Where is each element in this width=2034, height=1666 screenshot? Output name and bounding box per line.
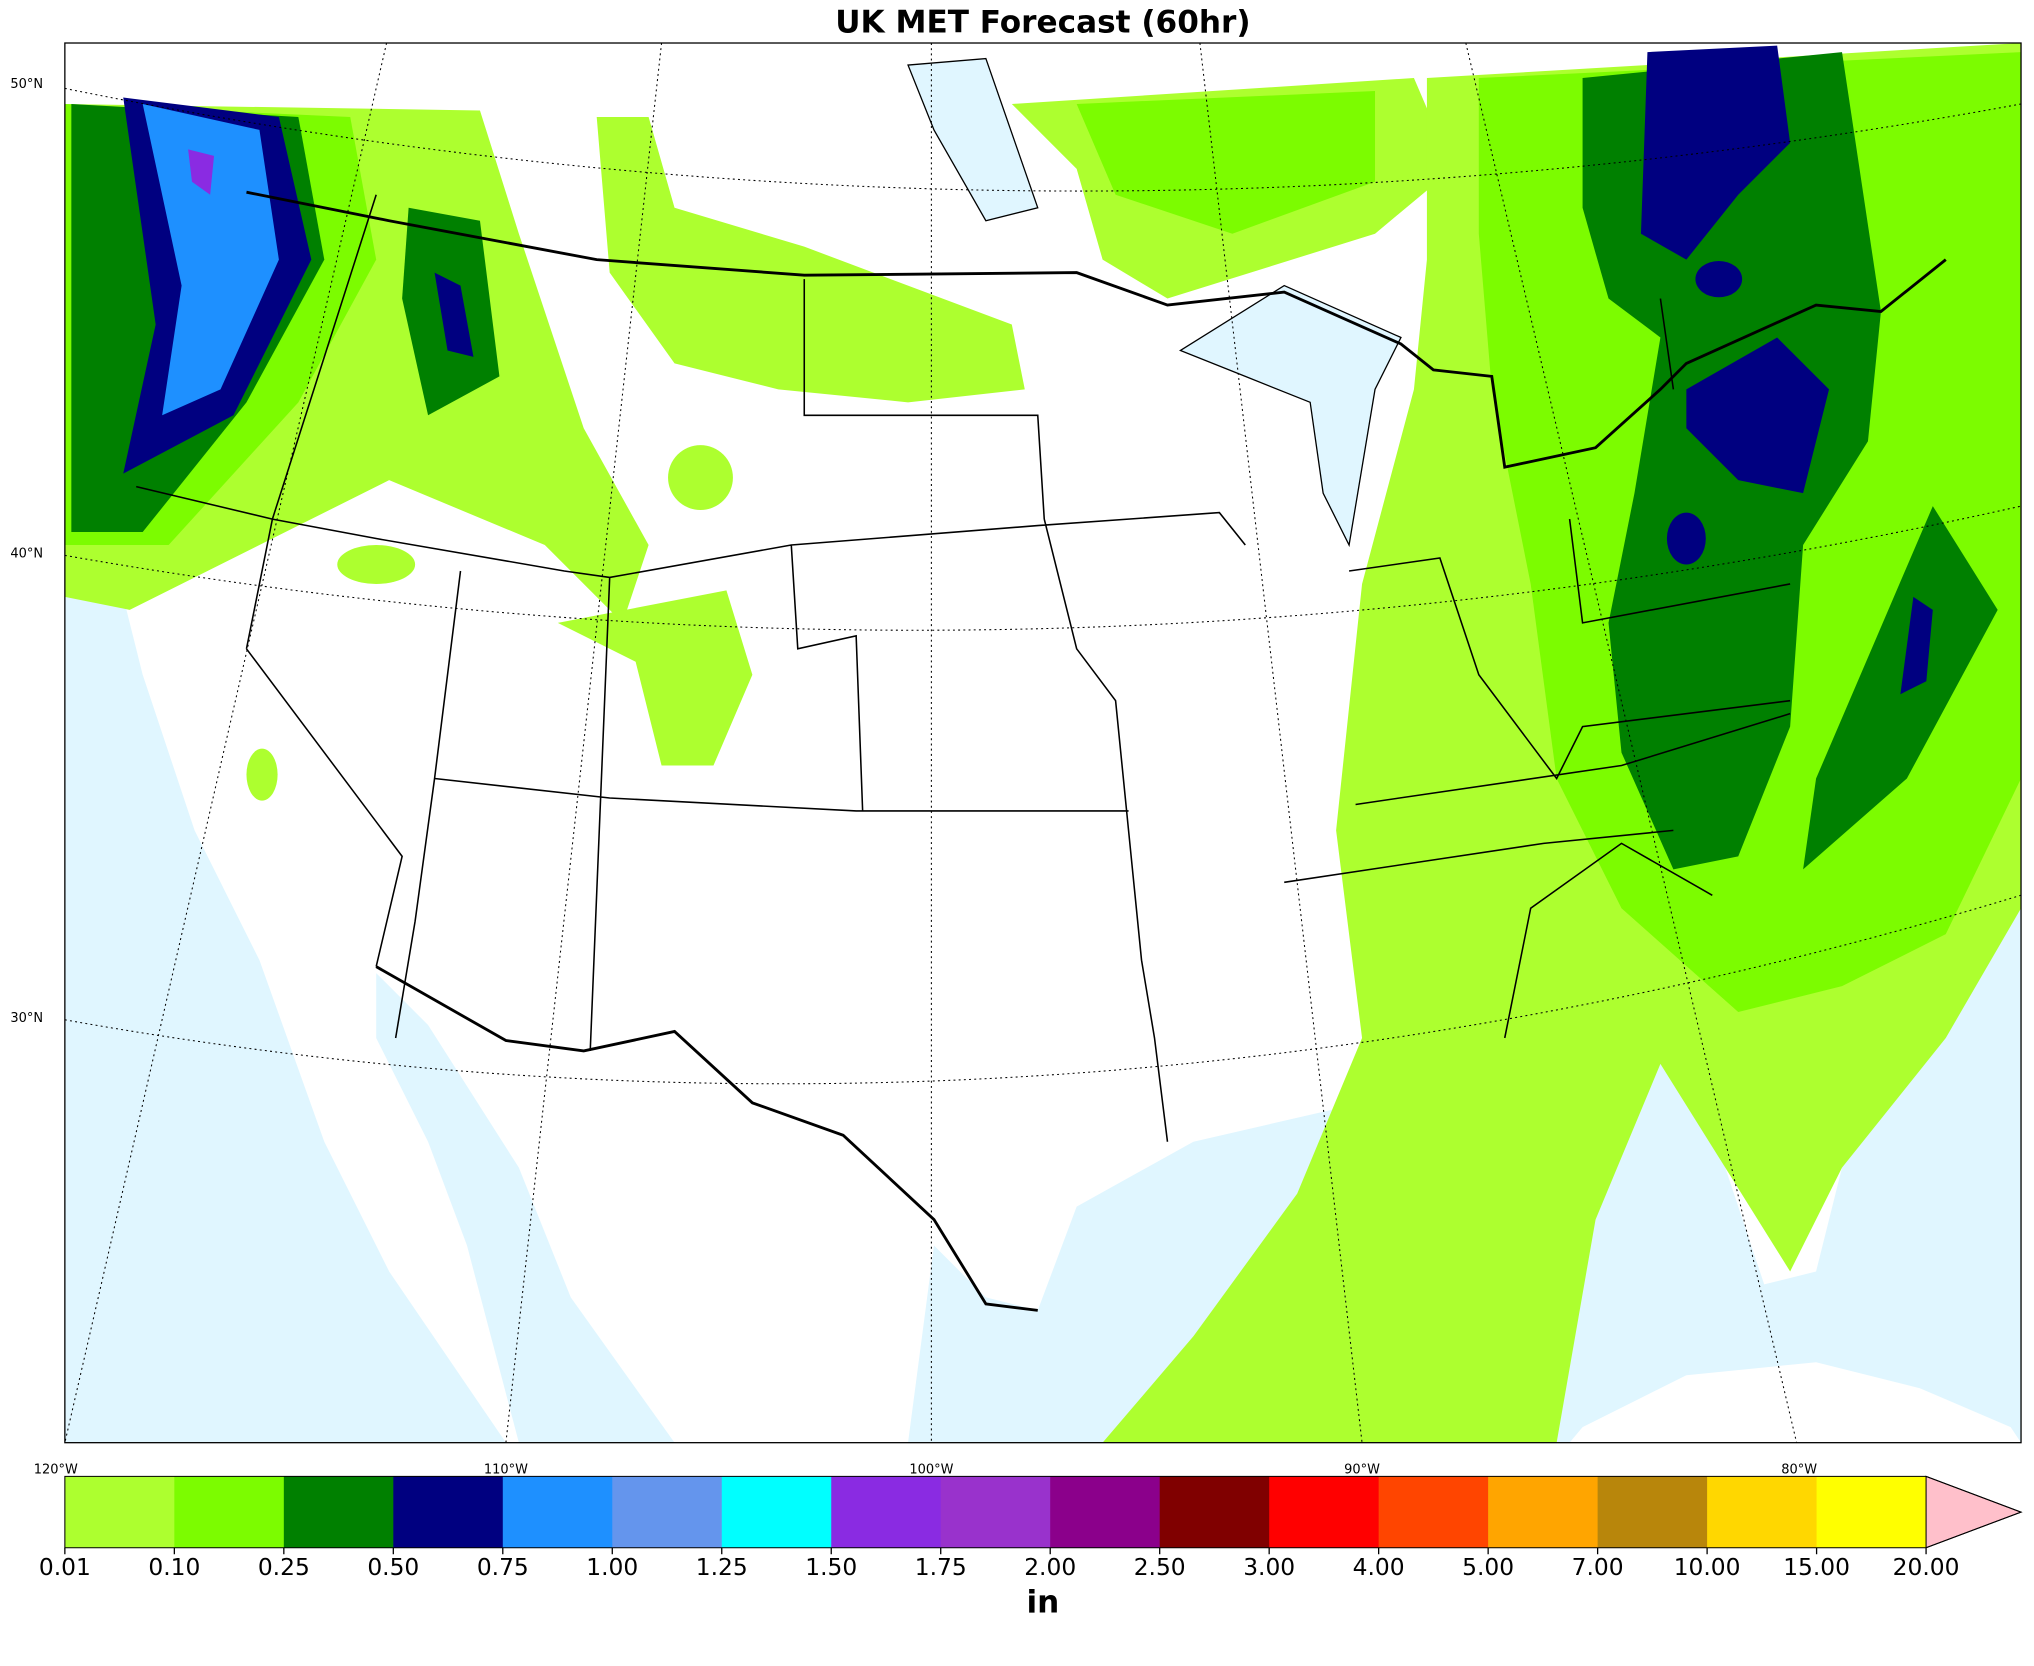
colorbar-tick-label: 1.25 [696, 1553, 748, 1581]
precip-co [557, 590, 753, 766]
precip-canada [1076, 91, 1376, 234]
colorbar-tick-label: 0.50 [367, 1553, 419, 1581]
colorbar-segment [1159, 1476, 1270, 1548]
great-lakes [1179, 284, 1402, 548]
colorbar-outline [64, 1475, 2023, 1549]
precip-east [1686, 337, 1830, 494]
colorbar-segment [1597, 1476, 1708, 1548]
precip-nw [142, 103, 279, 416]
precip-wy [668, 445, 733, 510]
colorbar-tick-label: 1.75 [915, 1553, 967, 1581]
colorbar-segment [1816, 1476, 1927, 1548]
colorbar-segment [283, 1476, 394, 1548]
graticule [64, 42, 2022, 1443]
cuba [1569, 1362, 2022, 1443]
precip-nw [188, 149, 215, 195]
lat-label: 40°N [10, 547, 43, 562]
hudson-lakes [907, 57, 1039, 222]
colorbar-segment [1707, 1476, 1817, 1548]
colorbar-segment [831, 1476, 942, 1548]
colorbar-extend [1925, 1475, 2023, 1549]
colorbar-segment [940, 1476, 1051, 1548]
colorbar-label: in [1027, 1585, 1060, 1621]
colorbar-segment [612, 1476, 723, 1548]
colorbar-segment [721, 1476, 832, 1548]
colorbar-tick-label: 3.00 [1243, 1553, 1295, 1581]
precip-id [434, 272, 474, 357]
colorbar-tick-label: 4.00 [1353, 1553, 1405, 1581]
map-title: UK MET Forecast (60hr) [835, 5, 1250, 41]
colorbar-tick-label: 20.00 [1893, 1553, 1960, 1581]
map-frame [64, 42, 2022, 1444]
lat-label: 50°N [10, 77, 43, 92]
precip-atlantic [1900, 596, 1933, 695]
colorbar-segment [174, 1476, 285, 1548]
precip-east [1666, 512, 1706, 565]
state-borders [136, 194, 1791, 1142]
colorbar-tick-label: 15.00 [1783, 1553, 1850, 1581]
colorbar-tick-label: 7.00 [1572, 1553, 1624, 1581]
colorbar-tick-label: 2.00 [1024, 1553, 1076, 1581]
precip-ca [246, 748, 278, 801]
precip-atlantic [1803, 506, 1998, 870]
lon-label: 90°W [1344, 1462, 1380, 1477]
lon-label: 100°W [909, 1462, 953, 1477]
lon-label: 80°W [1781, 1462, 1817, 1477]
colorbar-tick-label: 0.75 [477, 1553, 529, 1581]
colorbar-tick-label: 10.00 [1674, 1553, 1741, 1581]
precip-east [1695, 260, 1743, 298]
colorbar-tick-label: 5.00 [1462, 1553, 1514, 1581]
colorbar-tick-label: 2.50 [1134, 1553, 1186, 1581]
map-area [64, 42, 2022, 1444]
colorbar-segment [1269, 1476, 1380, 1548]
colorbar-tick-label: 0.25 [258, 1553, 310, 1581]
colorbar-tick-label: 1.50 [805, 1553, 857, 1581]
lon-label: 110°W [484, 1462, 528, 1477]
colorbar-segment [1050, 1476, 1161, 1548]
colorbar-segment [64, 1476, 175, 1548]
precip-mt [596, 116, 1025, 403]
country-border [246, 190, 1947, 1312]
colorbar-segment [393, 1476, 504, 1548]
colorbar-segment [1488, 1476, 1599, 1548]
colorbar-tick-label: 0.01 [39, 1553, 91, 1581]
lat-label: 30°N [10, 1011, 43, 1026]
colorbar-segment [502, 1476, 613, 1548]
lon-label: 120°W [34, 1462, 78, 1477]
precip-east [1640, 45, 1791, 260]
colorbar-tick-label: 0.10 [148, 1553, 200, 1581]
precip-nv [337, 545, 416, 584]
colorbar-segment [1378, 1476, 1489, 1548]
colorbar-tick-label: 1.00 [586, 1553, 638, 1581]
